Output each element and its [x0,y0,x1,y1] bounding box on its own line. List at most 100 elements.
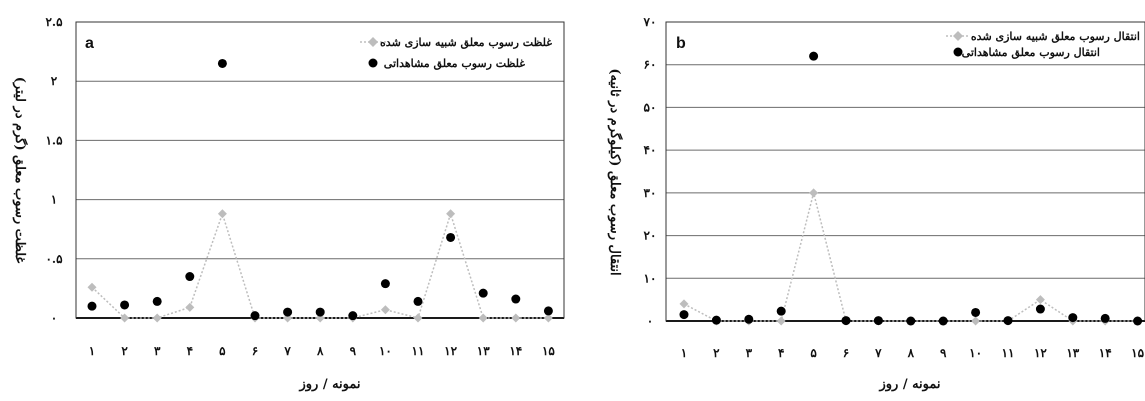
observed-point-a-8 [315,307,325,317]
x-tick-a-15: ۱۵ [542,344,555,358]
x-tick-b-13: ۱۳ [1066,346,1079,360]
x-tick-a-14: ۱۴ [509,344,522,358]
y-axis-label-a: غلظت رسوب معلق (گرم در لیتر) [12,77,29,264]
observed-point-a-5 [217,58,227,68]
observed-point-b-13 [1068,313,1078,323]
simulated-point-a-12 [446,209,456,219]
simulated-series-b [679,188,1143,326]
x-tick-labels-a: ۱ ۲ ۳ ۴ ۵ ۶ ۷ ۸ ۹ ۱۰ ۱۱ ۱۲ ۱۳ ۱۴ ۱۵ [89,344,556,358]
observed-point-b-11 [1003,316,1013,326]
y-axis-label-b: انتقال رسوب معلق (کیلوگرم در ثانیه) [607,68,624,275]
x-axis-label-a: نمونه / روز [298,377,360,392]
y-tick-a-1: ۰.۵ [45,252,63,266]
observed-point-a-2 [120,300,130,310]
x-tick-a-7: ۷ [283,344,291,358]
x-tick-a-4: ۴ [187,344,193,358]
observed-point-b-12 [1035,304,1045,314]
simulated-point-a-11 [413,313,423,323]
y-tick-a-4: ۲ [51,74,58,88]
simulated-point-b-5 [809,188,819,198]
simulated-point-a-10 [380,305,390,315]
legend-b-simulated-marker [953,31,963,41]
observed-point-b-10 [971,307,981,317]
x-tick-a-11: ۱۱ [412,344,425,358]
x-tick-a-10: ۱۰ [379,344,392,358]
y-tick-a-0: ۰ [51,311,57,325]
x-tick-b-6: ۶ [843,346,849,360]
x-tick-a-6: ۶ [252,344,258,358]
observed-point-b-7 [873,316,883,326]
y-tick-a-5: ۲.۵ [45,15,63,29]
x-tick-b-5: ۵ [810,346,817,360]
y-tick-labels-a: ۰ ۰.۵ ۱ ۱.۵ ۲ ۲.۵ [45,15,63,325]
simulated-point-b-12 [1035,295,1045,305]
observed-point-a-9 [348,311,358,321]
observed-point-b-6 [841,316,851,326]
gridlines-b [666,64,1145,322]
simulated-line-b [683,192,1138,322]
observed-series-a [87,58,553,321]
legend-a: غلظت رسوب معلق شبیه سازی شده غلظت رسوب م… [360,36,552,70]
y-tick-labels-b: ۰ ۱۰ ۲۰ ۳۰ ۴۰ ۵۰ ۶۰ ۷۰ [643,15,657,328]
x-tick-b-10: ۱۰ [969,346,982,360]
gridlines-a [76,80,564,319]
simulated-point-a-4 [185,302,195,312]
observed-point-a-11 [413,296,423,306]
simulated-point-b-4 [776,316,786,326]
observed-point-a-14 [511,294,521,304]
observed-point-a-4 [185,272,195,282]
observed-point-b-2 [711,315,721,325]
simulated-point-a-14 [511,313,521,323]
observed-series-b [679,51,1143,326]
x-tick-b-14: ۱۴ [1099,346,1112,360]
simulated-point-a-2 [120,313,130,323]
y-tick-b-6: ۶۰ [644,58,657,72]
panel-label-b: b [676,35,686,52]
x-tick-b-15: ۱۵ [1131,346,1144,360]
x-tick-a-1: ۱ [89,344,95,358]
y-tick-b-7: ۷۰ [643,15,657,29]
x-tick-a-8: ۸ [316,344,324,358]
x-tick-a-13: ۱۳ [477,344,490,358]
chart-panel-a: ۰۰.۵۱۱.۵۲۲.۵ ۱ ۲ ۳ ۴ ۵ ۶ ۷ ۸ ۹ ۱۰ ۱۱ ۱۲ ۱۳ ۱۴ ۱۵ a غلظ… [12,15,565,392]
x-tick-b-1: ۱ [681,346,687,360]
y-tick-b-0: ۰ [647,314,653,328]
x-tick-b-12: ۱۲ [1034,346,1047,360]
x-tick-labels-b: ۱ ۲ ۳ ۴ ۵ ۶ ۷ ۸ ۹ ۱۰ ۱۱ ۱۲ ۱۳ ۱۴ ۱۵ [681,346,1145,360]
x-tick-b-4: ۴ [778,346,784,360]
y-tick-a-2: ۱ [51,193,57,207]
simulated-point-b-1 [679,299,689,309]
observed-point-a-1 [87,301,97,311]
simulated-point-a-15 [543,313,553,323]
observed-point-b-14 [1100,313,1110,323]
plot-area-b [665,21,1145,322]
legend-b-simulated-label: انتقال رسوب معلق شبیه سازی شده [971,30,1140,43]
legend-a-observed-label: غلظت رسوب معلق مشاهداتی [384,57,525,70]
observed-point-a-12 [446,232,456,242]
legend-a-observed-marker [368,58,378,68]
legend-a-simulated-label: غلظت رسوب معلق شبیه سازی شده [380,36,552,49]
x-tick-a-12: ۱۲ [444,344,457,358]
x-tick-a-9: ۹ [350,344,357,358]
y-tick-b-1: ۱۰ [644,271,657,285]
legend-b-observed-label: انتقال رسوب معلق مشاهداتی [962,46,1100,59]
y-tick-b-4: ۴۰ [644,143,657,157]
observed-point-a-7 [283,307,293,317]
simulated-point-a-1 [87,282,97,292]
observed-point-b-15 [1133,316,1143,326]
legend-b-observed-marker [953,47,963,57]
x-tick-a-5: ۵ [219,344,226,358]
x-tick-b-3: ۳ [746,346,753,360]
observed-point-a-13 [478,288,488,298]
y-tick-b-3: ۳۰ [644,186,657,200]
observed-point-b-9 [938,316,948,326]
x-tick-a-2: ۲ [121,344,128,358]
simulated-point-a-13 [478,313,488,323]
x-tick-b-11: ۱۱ [1002,346,1015,360]
observed-point-a-6 [250,311,260,321]
observed-point-a-3 [152,296,162,306]
legend-b: انتقال رسوب معلق شبیه سازی شده انتقال رس… [946,30,1140,59]
x-tick-b-8: ۸ [907,346,915,360]
y-tick-b-5: ۵۰ [644,100,657,114]
